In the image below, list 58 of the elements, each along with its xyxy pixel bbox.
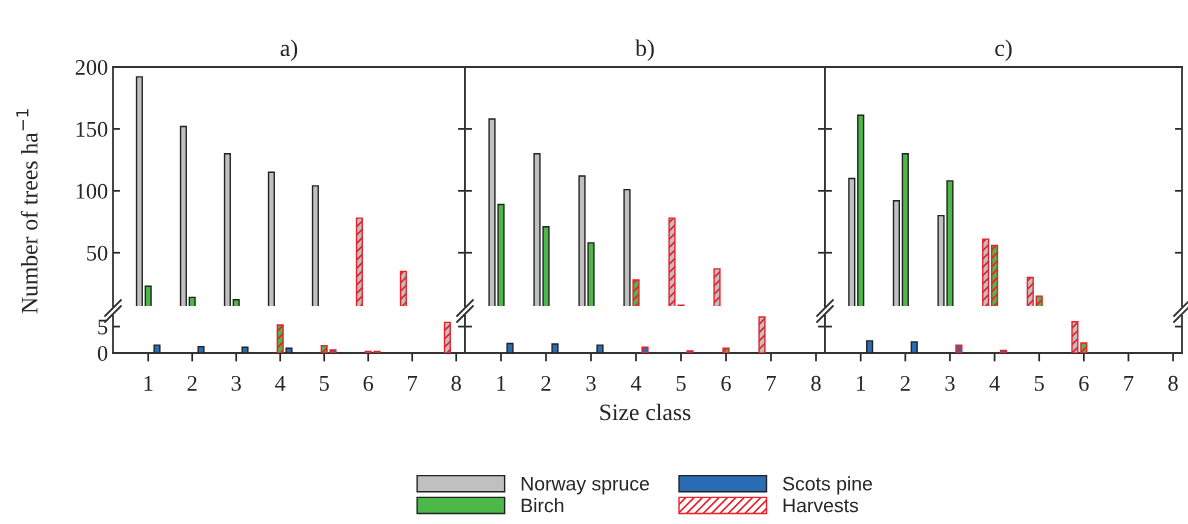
x-tick-label: 8 [1168,375,1178,391]
x-tick-label: 8 [451,375,461,391]
chart-title: c) [995,39,1012,61]
x-tick-label: 1 [857,375,865,391]
bar [866,340,874,353]
bar [241,346,249,353]
y-axis-title: Number of trees ha$^{−1}$ [16,109,38,314]
y-tick-label: 150 [76,121,108,137]
x-tick-label: 6 [721,375,731,391]
y-tick-label: 50 [87,245,108,261]
x-tick-label: 5 [676,376,686,391]
y-tick-label: 5 [98,319,108,335]
x-tick-label: 3 [231,375,241,391]
bar [722,347,730,353]
x-tick-label: 5 [319,376,329,391]
legend-label: Harvests [783,498,859,513]
bar [443,321,451,353]
x-tick-label: 6 [1079,375,1089,391]
x-tick-label: 1 [497,375,506,391]
y-tick-label: 100 [76,183,108,199]
bar [551,343,559,353]
bar [596,344,604,353]
x-tick-label: 5 [1034,376,1044,391]
chart-title: b) [635,39,654,61]
x-tick-label: 8 [811,375,821,391]
bar [758,316,766,353]
x-tick-label: 4 [630,376,642,391]
bar [955,344,963,353]
y-tick-label: 0 [97,345,108,361]
bar [686,350,694,353]
legend-label: Birch [521,498,564,513]
legend-label: Scots pine [782,476,873,495]
x-tick-label: 4 [275,376,286,391]
x-tick-label: 7 [1124,376,1134,391]
x-tick-label: 2 [900,375,910,391]
x-tick-label: 2 [187,375,197,391]
bar [276,324,284,353]
x-tick-label: 3 [586,375,596,391]
bar [641,346,649,353]
x-tick-label: 7 [408,376,418,391]
y-tick-label: 200 [75,59,108,75]
x-tick-label: 4 [989,376,1000,391]
bar [1080,342,1088,353]
bar [999,349,1008,353]
x-axis-title: Size class [600,403,691,421]
x-tick-label: 2 [541,375,551,391]
bar [506,342,514,353]
bar [153,344,161,353]
bar [910,341,918,353]
x-tick-label: 3 [945,375,955,391]
bar [285,347,293,353]
x-tick-label: 6 [363,375,374,391]
bar [197,345,205,353]
chart-title: a) [280,39,298,61]
legend-label: Norway spruce [521,477,649,495]
x-tick-label: 7 [766,376,776,391]
x-tick-label: 1 [144,375,153,391]
bar [1071,321,1079,353]
